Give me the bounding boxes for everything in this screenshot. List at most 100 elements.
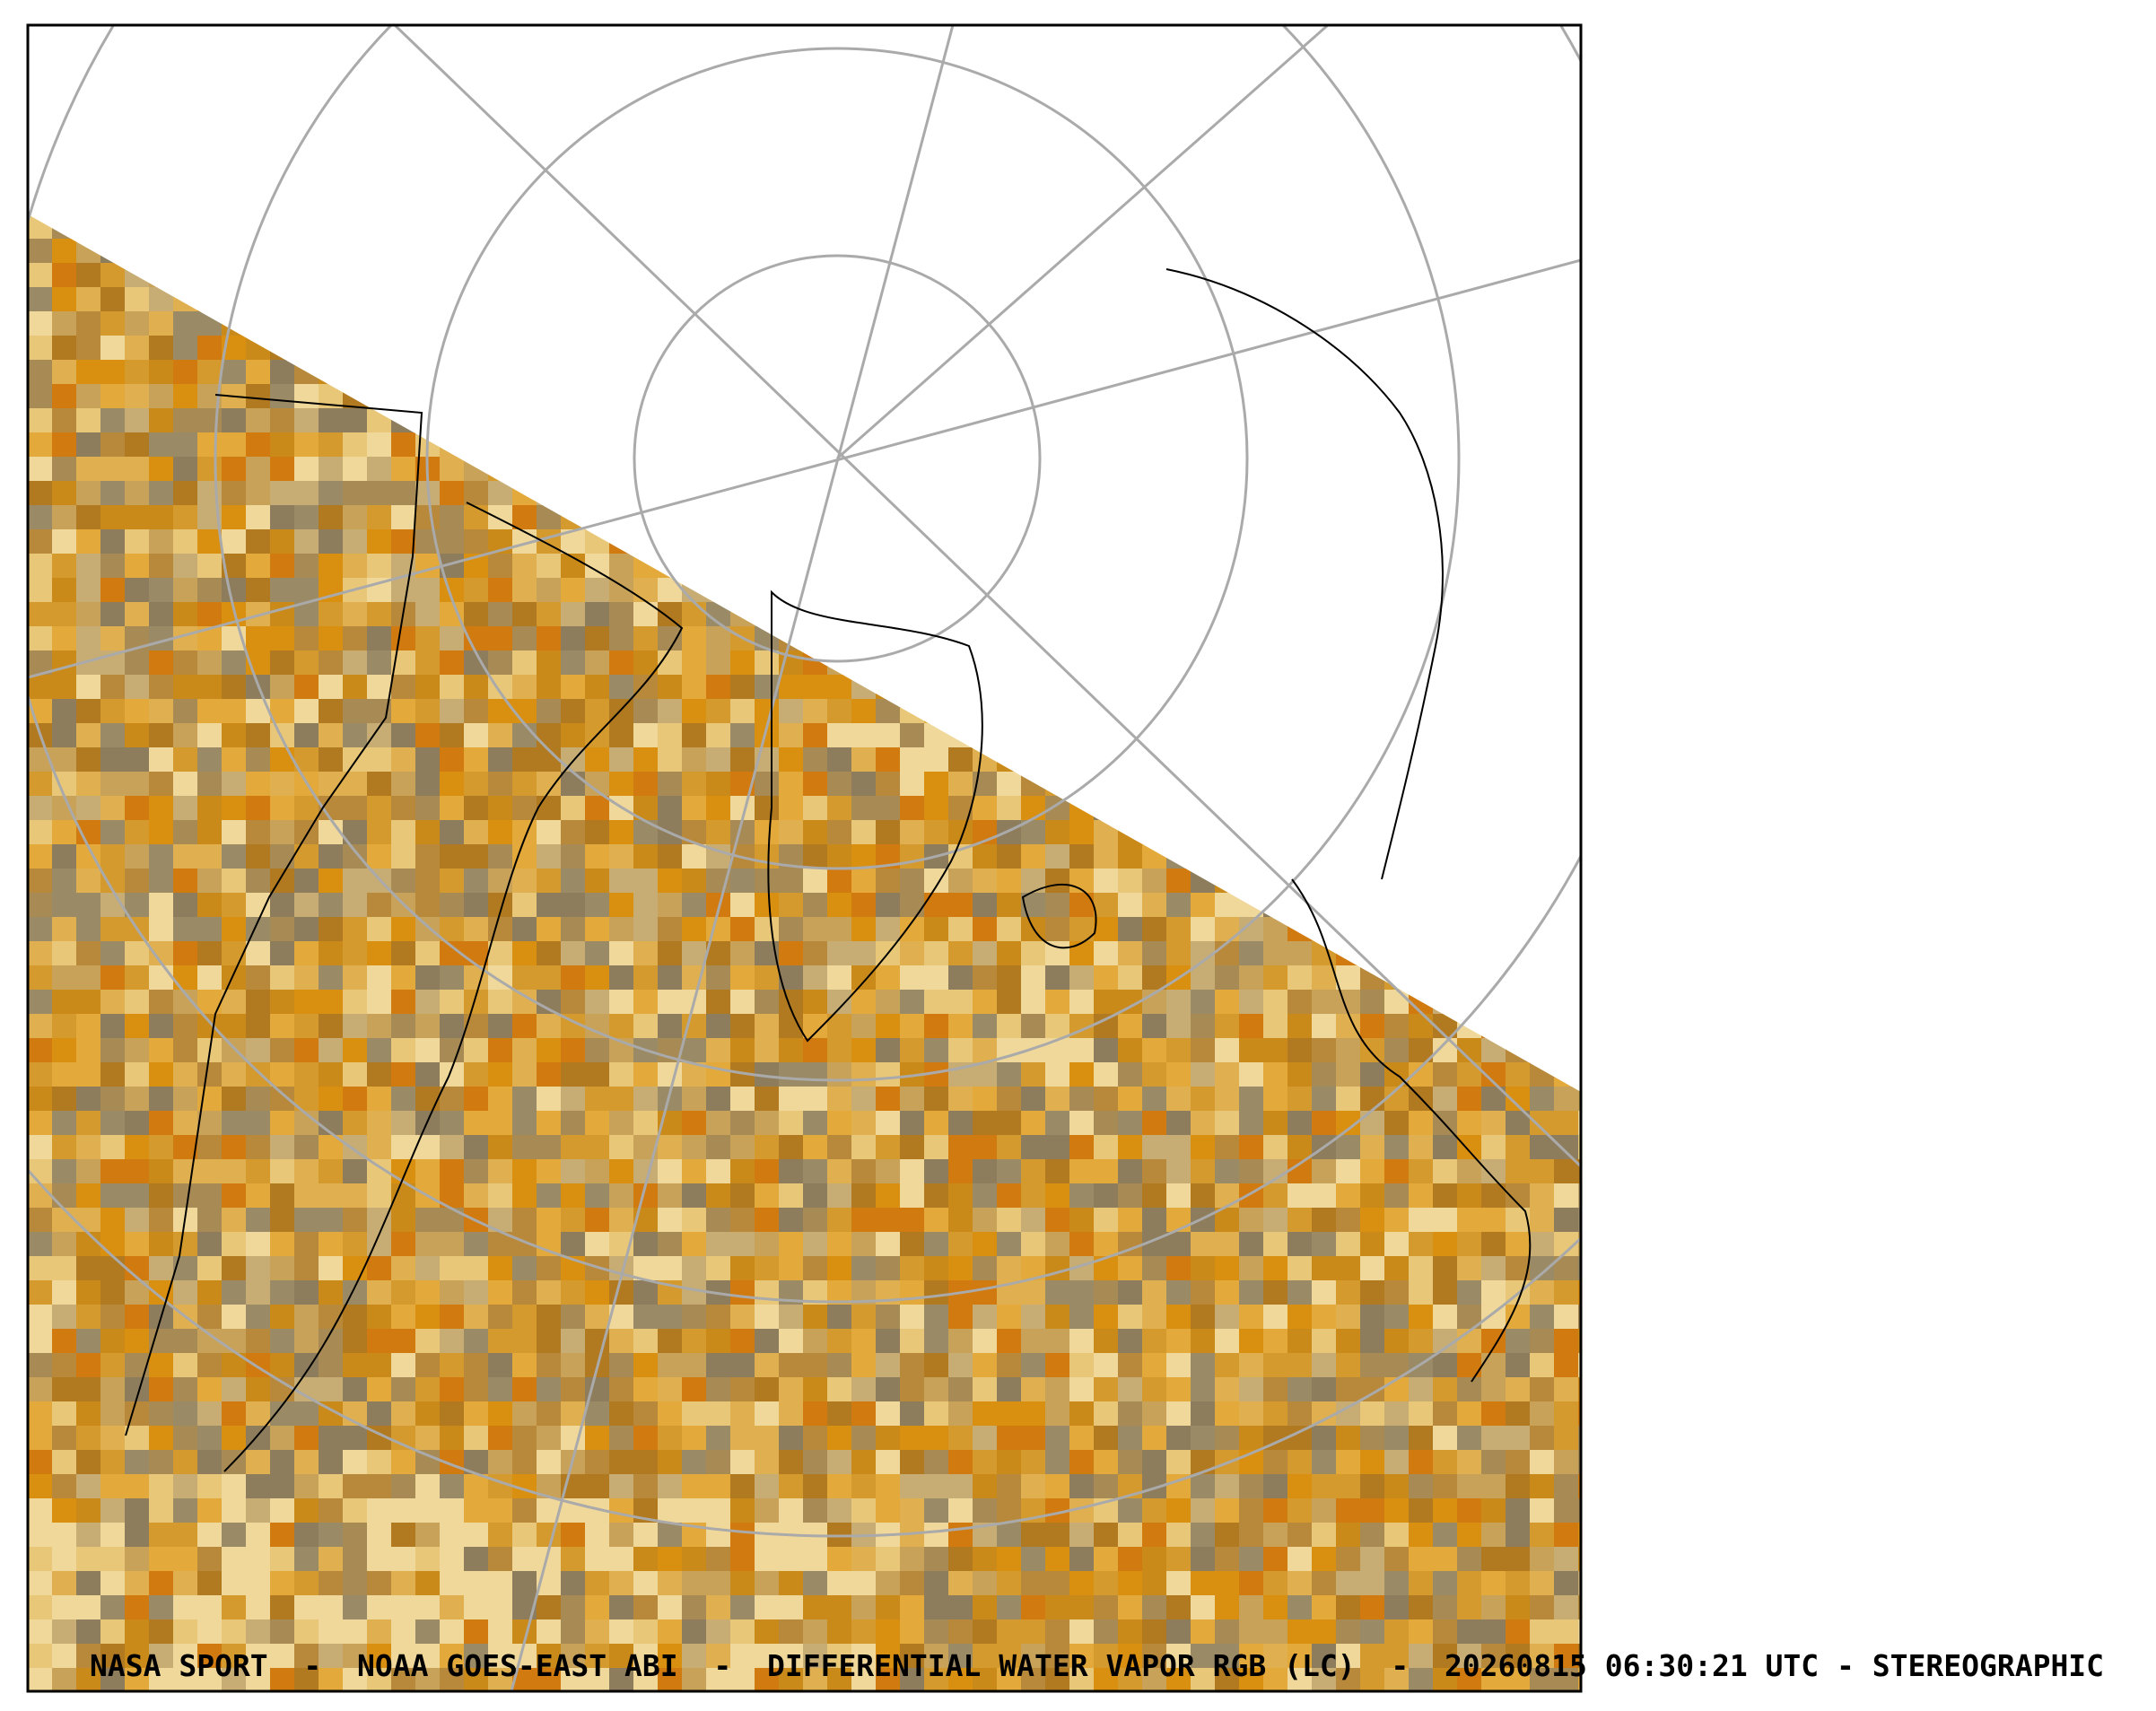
image-pixel: [464, 1523, 489, 1548]
image-pixel: [76, 869, 101, 894]
image-pixel: [1215, 917, 1240, 942]
image-pixel: [343, 505, 368, 530]
image-pixel: [609, 1619, 634, 1645]
image-pixel: [924, 1547, 949, 1572]
image-pixel: [173, 941, 198, 966]
image-pixel: [149, 1401, 174, 1427]
image-pixel: [730, 1183, 755, 1209]
image-pixel: [173, 1159, 198, 1184]
image-pixel: [125, 1353, 150, 1378]
image-pixel: [633, 1305, 659, 1330]
image-pixel: [1142, 1353, 1167, 1378]
image-pixel: [391, 772, 416, 797]
image-pixel: [948, 1571, 973, 1596]
image-pixel: [367, 893, 392, 918]
image-pixel: [100, 1619, 126, 1645]
image-pixel: [512, 747, 537, 773]
image-pixel: [924, 1111, 949, 1136]
image-pixel: [1457, 1523, 1482, 1548]
image-pixel: [609, 1523, 634, 1548]
image-pixel: [343, 1377, 368, 1402]
image-pixel: [1530, 1208, 1555, 1233]
image-pixel: [440, 917, 465, 942]
image-pixel: [319, 893, 344, 918]
image-pixel: [1360, 1668, 1385, 1691]
image-pixel: [585, 820, 610, 845]
image-pixel: [706, 1014, 731, 1039]
image-pixel: [1481, 1135, 1506, 1160]
image-pixel: [415, 1595, 441, 1620]
image-pixel: [512, 554, 537, 579]
image-pixel: [125, 1474, 150, 1499]
image-pixel: [1530, 1280, 1555, 1305]
image-pixel: [1045, 1087, 1070, 1112]
image-pixel: [1409, 1401, 1434, 1427]
image-pixel: [222, 1668, 247, 1691]
image-pixel: [779, 1426, 804, 1451]
image-pixel: [1021, 796, 1046, 821]
image-pixel: [222, 1498, 247, 1523]
image-pixel: [609, 1401, 634, 1427]
image-pixel: [706, 990, 731, 1015]
image-pixel: [730, 1571, 755, 1596]
image-pixel: [28, 1426, 53, 1451]
image-pixel: [827, 1159, 852, 1184]
image-pixel: [319, 1668, 344, 1691]
image-pixel: [1191, 1280, 1216, 1305]
image-pixel: [52, 626, 77, 651]
image-pixel: [1336, 965, 1361, 991]
image-pixel: [561, 1305, 586, 1330]
image-pixel: [1166, 941, 1191, 966]
image-pixel: [100, 287, 126, 312]
image-pixel: [585, 650, 610, 676]
image-pixel: [1118, 1305, 1143, 1330]
image-pixel: [512, 1450, 537, 1475]
image-pixel: [1433, 1280, 1458, 1305]
image-pixel: [222, 1595, 247, 1620]
image-pixel: [948, 1159, 973, 1184]
image-pixel: [512, 893, 537, 918]
image-pixel: [415, 1498, 441, 1523]
image-pixel: [1166, 1450, 1191, 1475]
image-pixel: [488, 796, 513, 821]
image-pixel: [1263, 1523, 1288, 1548]
image-pixel: [52, 432, 77, 458]
image-pixel: [464, 965, 489, 991]
image-pixel: [173, 1014, 198, 1039]
image-pixel: [948, 893, 973, 918]
image-pixel: [125, 965, 150, 991]
image-pixel: [1384, 1014, 1410, 1039]
image-pixel: [1239, 1547, 1264, 1572]
image-pixel: [585, 1668, 610, 1691]
image-pixel: [28, 505, 53, 530]
image-pixel: [173, 1087, 198, 1112]
image-pixel: [440, 1547, 465, 1572]
image-pixel: [851, 772, 877, 797]
image-pixel: [512, 505, 537, 530]
image-pixel: [52, 1426, 77, 1451]
image-pixel: [1530, 1087, 1555, 1112]
image-pixel: [197, 457, 223, 482]
image-pixel: [294, 1644, 319, 1669]
image-pixel: [537, 1208, 562, 1233]
image-pixel: [270, 1014, 295, 1039]
image-pixel: [367, 1183, 392, 1209]
image-pixel: [537, 1038, 562, 1063]
image-pixel: [1045, 1280, 1070, 1305]
image-pixel: [391, 1547, 416, 1572]
image-pixel: [1118, 1159, 1143, 1184]
image-pixel: [197, 844, 223, 869]
image-pixel: [1506, 1619, 1531, 1645]
image-pixel: [270, 432, 295, 458]
image-pixel: [488, 747, 513, 773]
image-pixel: [76, 1595, 101, 1620]
image-pixel: [1263, 1087, 1288, 1112]
image-pixel: [876, 1305, 901, 1330]
image-pixel: [973, 1619, 998, 1645]
image-pixel: [1045, 1159, 1070, 1184]
image-pixel: [125, 893, 150, 918]
image-pixel: [197, 917, 223, 942]
image-pixel: [585, 1595, 610, 1620]
image-pixel: [900, 844, 925, 869]
image-pixel: [1336, 1062, 1361, 1087]
